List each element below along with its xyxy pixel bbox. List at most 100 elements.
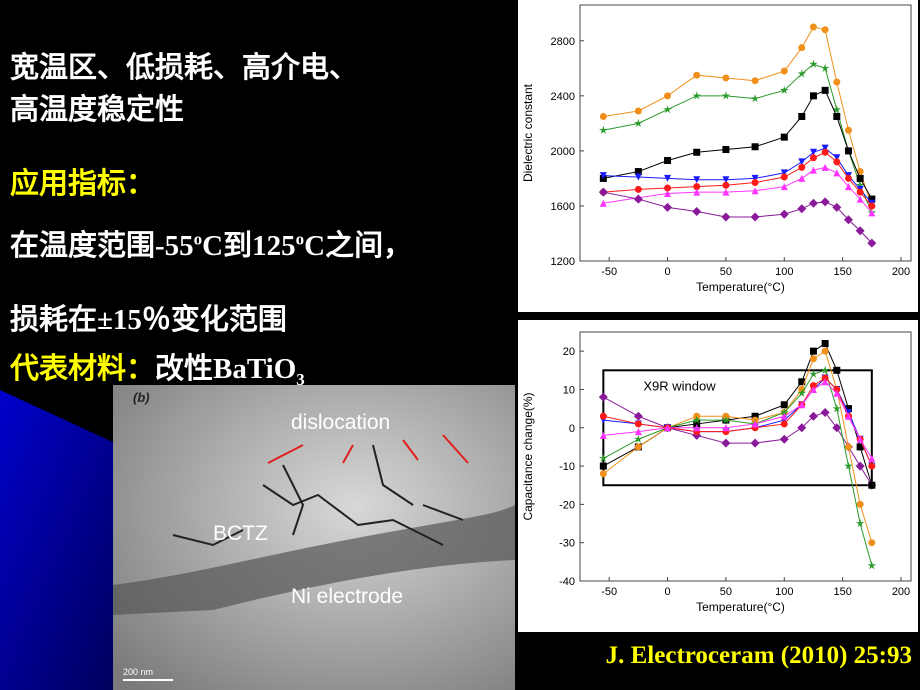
marker	[751, 187, 759, 195]
marker	[833, 154, 841, 162]
x-axis-label: Temperature(°C)	[696, 280, 785, 294]
marker	[820, 365, 830, 374]
x-tick-label: 200	[892, 266, 910, 278]
marker	[855, 519, 865, 528]
series-line	[603, 151, 873, 207]
marker	[599, 462, 607, 470]
series-line	[603, 191, 873, 244]
marker	[780, 408, 788, 416]
marker	[856, 185, 864, 193]
marker	[634, 185, 642, 193]
marker	[856, 174, 864, 182]
panel-label: (b)	[133, 390, 150, 405]
marker	[820, 63, 830, 72]
marker	[751, 416, 759, 424]
x-tick-label: 0	[664, 266, 670, 278]
series-line	[603, 89, 873, 200]
marker	[751, 424, 759, 432]
y-tick-label: 1200	[551, 256, 575, 268]
marker	[722, 74, 730, 82]
marker	[820, 407, 830, 417]
marker	[599, 416, 607, 424]
marker	[721, 415, 731, 424]
y-tick-label: -30	[559, 538, 575, 550]
marker	[722, 428, 730, 436]
marker	[868, 209, 876, 217]
marker	[633, 411, 643, 421]
marker	[798, 112, 806, 120]
heading: 高温度稳定性	[10, 94, 185, 126]
marker	[664, 184, 672, 192]
marker	[664, 424, 672, 432]
marker	[780, 67, 788, 75]
marker	[868, 202, 876, 210]
marker	[809, 59, 818, 68]
marker	[833, 385, 841, 393]
marker	[844, 172, 852, 180]
marker	[722, 416, 730, 424]
plot-frame	[579, 4, 912, 262]
marker	[634, 420, 642, 428]
marker	[821, 347, 829, 355]
marker	[868, 454, 876, 462]
marker	[751, 420, 759, 428]
marker	[750, 212, 760, 222]
y-axis-label: Dielectric constant	[521, 83, 535, 182]
marker	[844, 408, 852, 416]
image-label: Ni electrode	[291, 585, 403, 608]
marker	[868, 462, 876, 470]
marker	[634, 428, 642, 436]
marker	[868, 202, 876, 210]
window-box	[602, 369, 873, 487]
marker	[798, 378, 806, 386]
marker	[599, 412, 607, 420]
marker	[868, 199, 876, 207]
marker	[809, 23, 817, 31]
marker	[599, 470, 607, 478]
marker	[832, 105, 842, 114]
marker	[633, 194, 643, 204]
marker	[751, 179, 759, 187]
marker	[867, 480, 877, 490]
marker	[867, 238, 877, 248]
marker	[692, 430, 702, 440]
section-title: 应用指标：	[10, 168, 156, 200]
marker	[664, 424, 672, 432]
marker	[693, 424, 701, 432]
marker	[856, 443, 864, 451]
marker	[634, 443, 642, 451]
marker	[599, 174, 607, 182]
marker	[833, 158, 841, 166]
decor	[0, 390, 130, 690]
image-label: dislocation	[291, 411, 390, 434]
y-tick-label: -10	[559, 461, 575, 473]
material: 代表材料：改性BaTiO3	[10, 345, 305, 390]
marker	[833, 78, 841, 86]
tem-image: (b) dislocation BCTZ Ni electrode 200 nm	[113, 385, 515, 690]
marker	[833, 389, 841, 397]
spec: 在温度范围-55oC到125oC之间，	[10, 222, 412, 264]
chart-background	[518, 320, 918, 632]
marker	[780, 412, 788, 420]
marker	[821, 144, 829, 152]
marker	[855, 226, 865, 236]
marker	[693, 148, 701, 156]
marker	[599, 453, 608, 463]
y-tick-label: 1600	[551, 201, 575, 213]
marker	[820, 197, 830, 207]
y-axis-label: Capacitance change(%)	[521, 392, 535, 520]
marker	[721, 212, 731, 222]
marker	[780, 401, 788, 409]
marker	[844, 126, 852, 134]
marker	[599, 112, 607, 120]
marker	[664, 424, 672, 432]
series-line	[603, 377, 873, 467]
marker	[843, 442, 853, 452]
marker	[693, 71, 701, 79]
marker	[809, 166, 817, 174]
marker	[798, 163, 806, 171]
marker	[599, 125, 608, 134]
marker	[867, 208, 877, 217]
marker	[722, 424, 730, 432]
